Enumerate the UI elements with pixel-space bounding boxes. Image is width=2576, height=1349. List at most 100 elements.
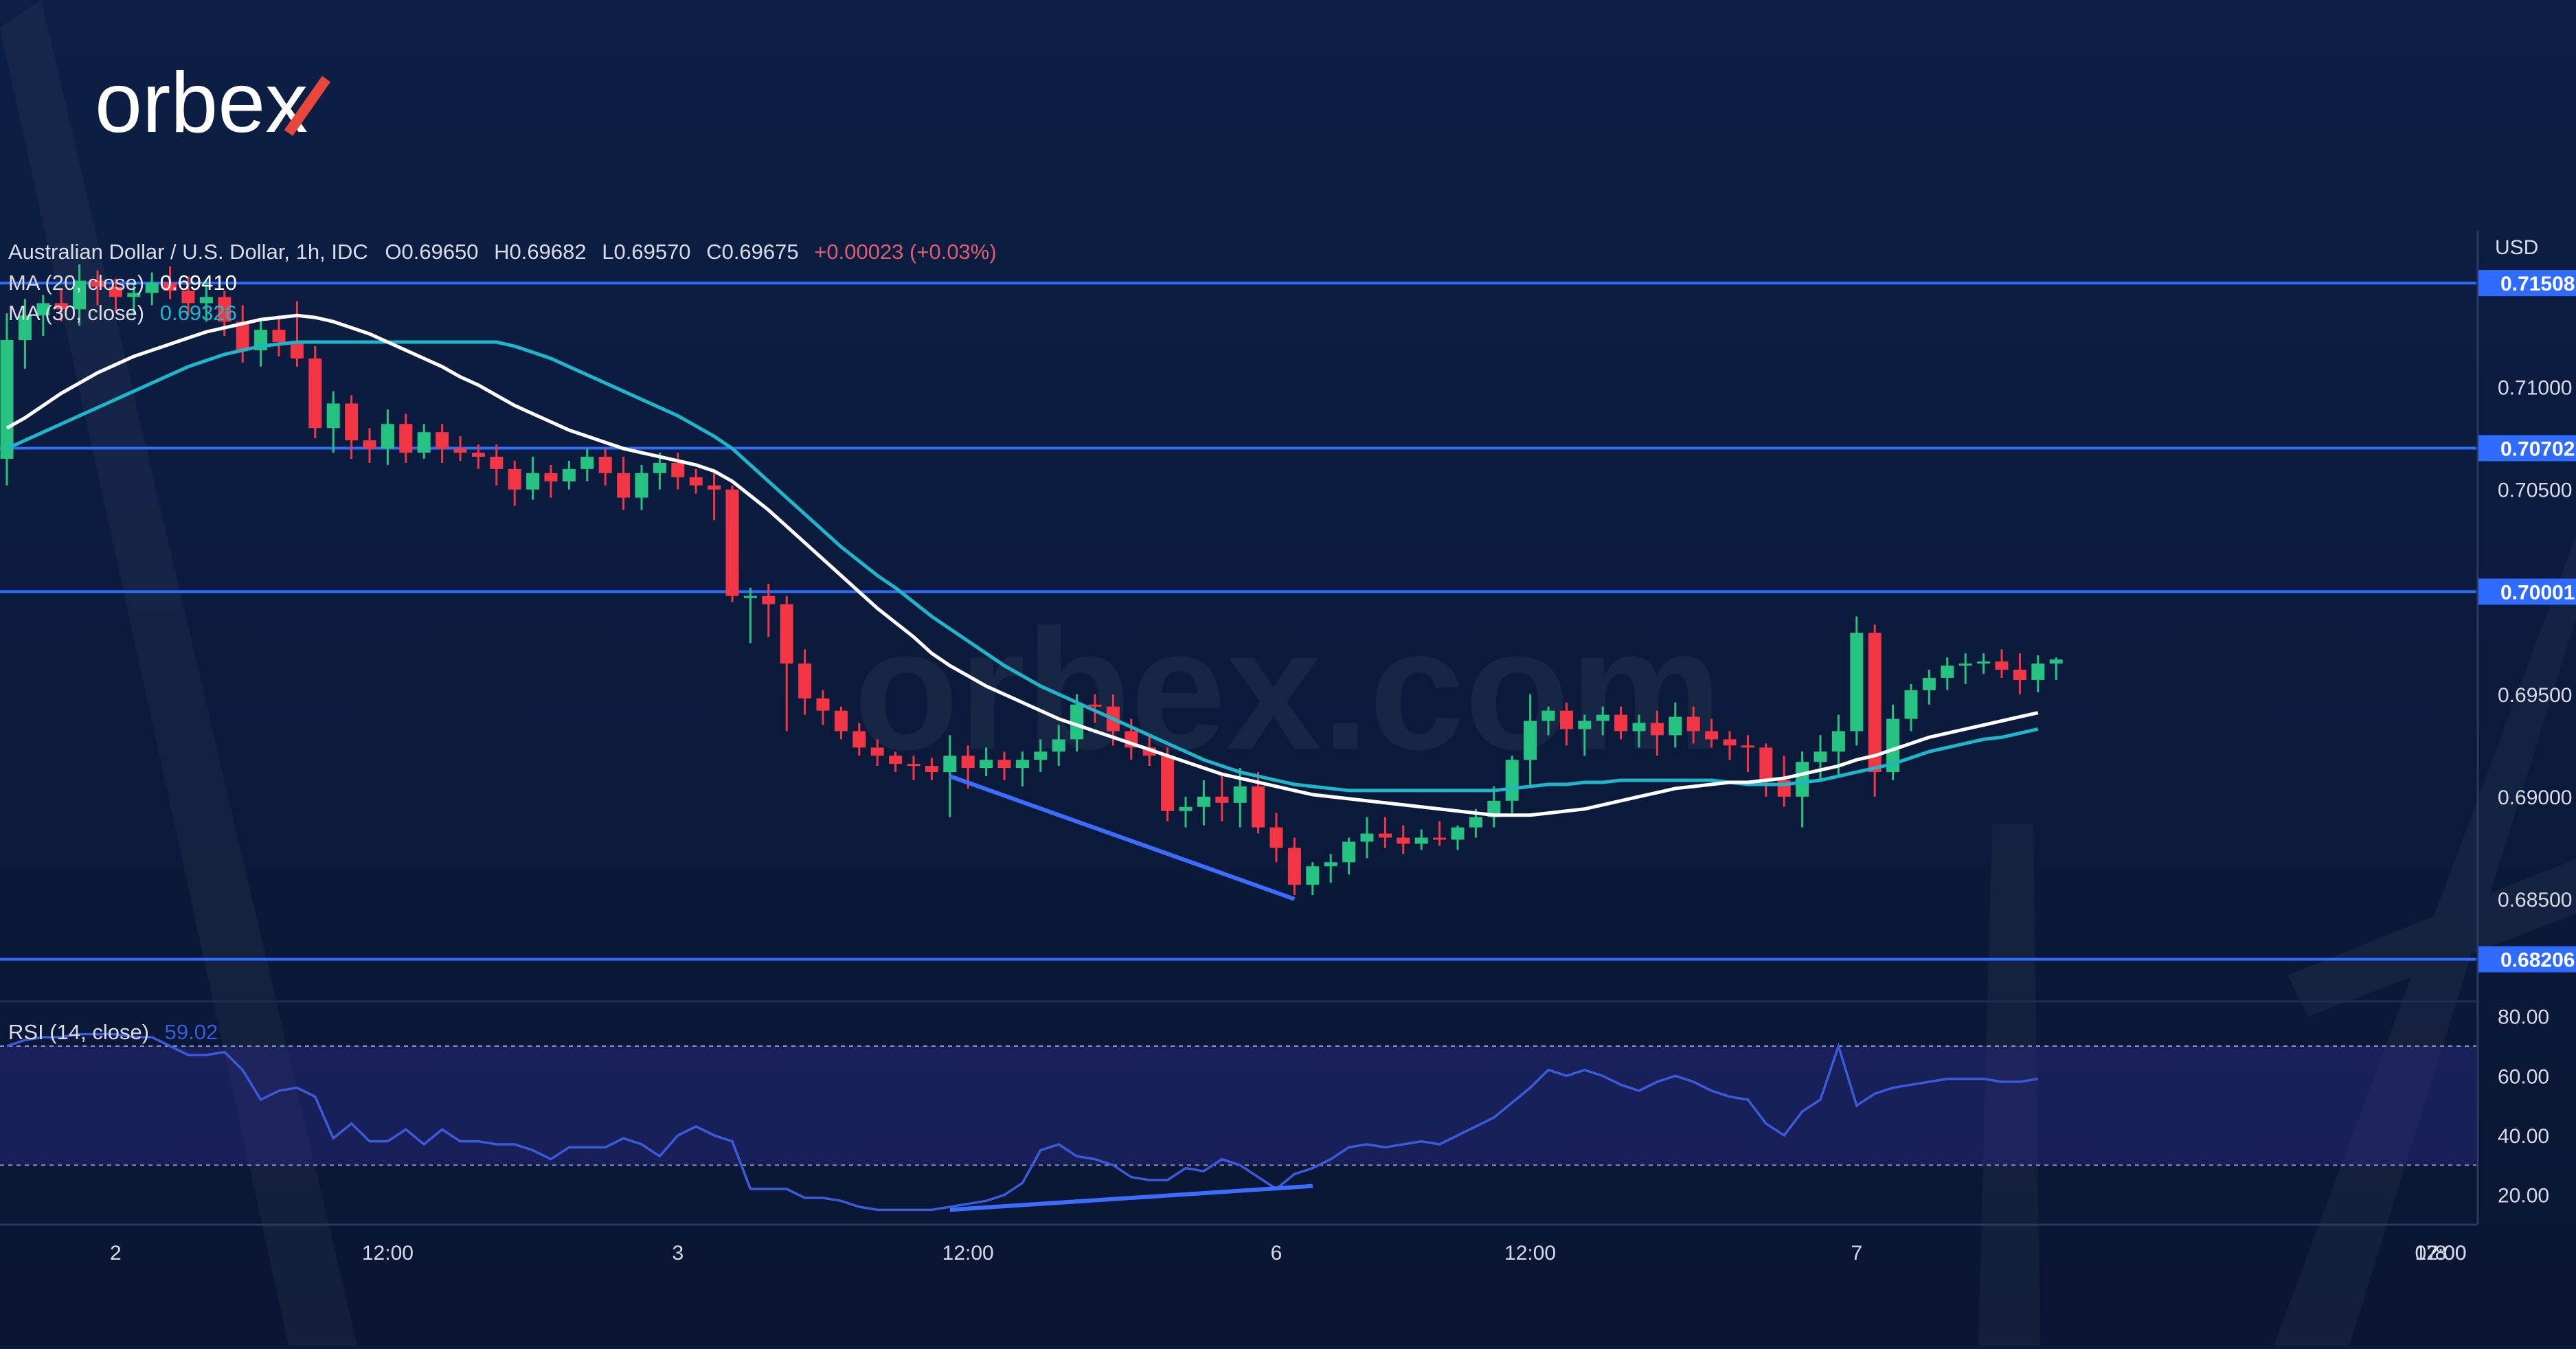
candle-body <box>417 432 431 453</box>
candle-body <box>1541 710 1555 721</box>
candle-body <box>1451 827 1465 840</box>
price-change: +0.00023 (+0.03%) <box>814 240 996 264</box>
candle-body <box>1324 862 1337 867</box>
candle-body <box>743 596 757 598</box>
rsi-axis: 80.00 60.00 40.00 20.00 <box>2498 1006 2549 1208</box>
candle-body <box>18 315 32 341</box>
price-tick-label: 0.69500 <box>2498 684 2572 707</box>
time-tick-label: 07:00 <box>2415 1242 2466 1265</box>
level-labels: 0.71508 0.70702 0.70001 0.68206 <box>2478 270 2576 973</box>
candle-body <box>1941 666 1954 678</box>
candle-body <box>1650 723 1664 736</box>
candle-body <box>272 330 286 343</box>
time-tick-label: 7 <box>1851 1242 1862 1265</box>
price-tick-label: 0.69000 <box>2498 786 2572 809</box>
rsi-trendline[interactable] <box>949 1183 1313 1212</box>
candle-body <box>73 280 87 310</box>
logo-text: orbex <box>95 56 308 150</box>
candle-body <box>1287 848 1301 885</box>
rsi-label: RSI (14, close) <box>8 1020 149 1044</box>
candle-body <box>1433 837 1447 840</box>
candle-body <box>1142 747 1156 756</box>
candle-body <box>109 286 122 297</box>
candle-body <box>816 698 830 711</box>
candle-body <box>290 342 304 359</box>
candle-body <box>1723 739 1737 746</box>
candle-body <box>471 453 485 457</box>
candle-body <box>1179 806 1193 811</box>
candle-body <box>199 297 213 304</box>
candle-body <box>1215 796 1229 803</box>
candle-body <box>1342 841 1356 863</box>
candle-body <box>308 358 322 429</box>
candle-body <box>1977 661 1991 664</box>
time-tick-label: 12:00 <box>2415 1242 2466 1265</box>
ma30-line <box>5 340 2039 793</box>
time-tick-label: 6 <box>1271 1242 1283 1265</box>
candle-body <box>852 731 866 748</box>
rsi-tick-label: 40.00 <box>2498 1125 2549 1148</box>
ma30-label: MA (30, close) <box>8 301 144 325</box>
candle-body <box>1705 731 1719 740</box>
candle-body <box>1524 721 1537 760</box>
candle-body <box>1414 837 1428 844</box>
candle-body <box>1995 661 2009 670</box>
candle-body <box>725 489 739 596</box>
rsi-line <box>6 1032 2039 1212</box>
ohlc-close: C0.69675 <box>706 240 798 264</box>
candle-body <box>127 293 141 297</box>
candle-body <box>1015 760 1029 769</box>
candle-body <box>508 468 521 490</box>
price-tick-label: 0.70500 <box>2498 479 2572 502</box>
candle-body <box>580 456 594 469</box>
level-label: 0.70001 <box>2500 581 2575 604</box>
candle-body <box>598 456 612 473</box>
logo-x-accent <box>284 76 331 136</box>
candle-body <box>526 473 540 490</box>
orbex-logo: orbex <box>95 56 331 150</box>
candle-body <box>544 473 558 481</box>
candle-body <box>91 280 104 287</box>
candle-body <box>236 321 249 350</box>
candle-body <box>708 485 721 490</box>
candle-body <box>1360 833 1374 842</box>
ohlc-high: H0.69682 <box>494 240 586 264</box>
candle-body <box>889 756 903 764</box>
candle-body <box>1559 710 1573 729</box>
candle-body <box>1070 704 1084 740</box>
level-label-box <box>2478 270 2576 297</box>
candle-body <box>1831 731 1845 752</box>
candle-body <box>218 297 231 322</box>
candle-body <box>1958 664 1972 666</box>
rsi-tick-label: 80.00 <box>2498 1006 2549 1029</box>
candle-body <box>1796 762 1809 797</box>
candle-body <box>653 462 666 473</box>
candle-body <box>1741 745 1754 748</box>
candle-body <box>1034 751 1048 760</box>
candle-body <box>1252 786 1265 828</box>
time-tick-label: 3 <box>672 1242 683 1265</box>
candle-body <box>1397 837 1410 844</box>
candle-body <box>181 291 195 304</box>
candle-body <box>1596 714 1609 721</box>
ohlc-open: O0.69650 <box>385 240 478 264</box>
time-tick-label: 12:00 <box>362 1242 414 1265</box>
candle-body <box>363 440 376 449</box>
level-label: 0.68206 <box>2500 949 2575 972</box>
ma20-label: MA (20, close) <box>8 271 144 295</box>
price-trendline[interactable] <box>949 774 1296 901</box>
candle-body <box>834 710 848 732</box>
level-label-box <box>2478 946 2576 973</box>
candle-body <box>345 403 359 441</box>
candle-body <box>689 477 703 486</box>
rsi-value: 59.02 <box>165 1020 218 1044</box>
candle-body <box>617 473 631 498</box>
candle-body <box>0 340 14 459</box>
candle-body <box>762 596 776 604</box>
candle-body <box>1814 751 1827 762</box>
candle-body <box>635 473 648 498</box>
candle-body <box>780 604 793 664</box>
